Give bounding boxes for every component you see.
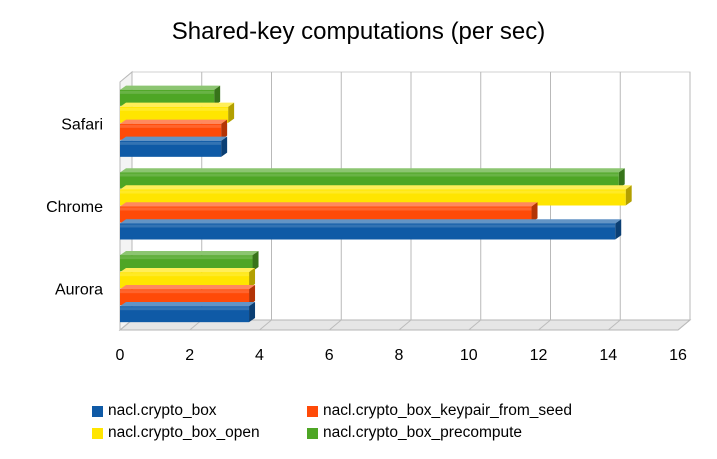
legend-swatch-keypair-from-seed (307, 405, 318, 417)
bar-end-face (221, 136, 228, 157)
bar (120, 119, 228, 140)
x-tick-label: 16 (669, 347, 687, 364)
bar-highlight (120, 273, 250, 277)
bars-layer (120, 85, 632, 323)
x-tick-label: 10 (460, 347, 478, 364)
legend-label-crypto-box-open: nacl.crypto_box_open (108, 424, 260, 441)
x-tick-label: 12 (530, 347, 548, 364)
legend-label-crypto-box: nacl.crypto_box (108, 402, 217, 419)
bar-highlight (120, 224, 616, 228)
bar-end-face (249, 284, 256, 306)
bar (120, 250, 259, 272)
bar (120, 185, 632, 206)
bar-end-face (618, 168, 625, 189)
bar-top-face (120, 185, 632, 190)
floor-gridline (538, 319, 551, 331)
bar-top-face (120, 284, 256, 290)
bar-top-face (120, 202, 538, 207)
floor-gridline (468, 319, 482, 331)
legend-swatch-crypto-box-open (92, 427, 103, 439)
bar-end-face (214, 85, 221, 106)
floor-gridline (259, 319, 272, 331)
bar-highlight (120, 141, 222, 145)
bar-highlight (120, 307, 250, 311)
x-tick-label: 0 (116, 347, 125, 364)
floor-gridline (677, 319, 691, 331)
legend-swatch-crypto-box (92, 405, 103, 417)
bar-highlight (120, 190, 626, 194)
bar-end-face (252, 250, 259, 272)
legend-item-keypair-from-seed: nacl.crypto_box_keypair_from_seed (307, 402, 572, 420)
floor-gridline (607, 319, 621, 331)
bar-highlight (120, 124, 222, 128)
bar-top-face (120, 168, 625, 173)
bar-end-face (249, 301, 256, 323)
bar-top-face (120, 250, 259, 256)
bar-highlight (120, 290, 250, 294)
bar (120, 202, 538, 223)
bar-top-face (120, 267, 256, 273)
bar-top-face (120, 219, 622, 224)
bar (120, 168, 625, 189)
bar-end-face (249, 267, 256, 289)
bar-highlight (120, 256, 253, 260)
bar-end-face (228, 102, 235, 123)
bar-highlight (120, 90, 215, 94)
bar (120, 219, 622, 240)
bar (120, 267, 256, 289)
x-tick-label: 14 (599, 347, 617, 364)
x-tick-label: 6 (325, 347, 334, 364)
bar (120, 85, 221, 106)
bar-top-face (120, 102, 235, 107)
bar (120, 136, 228, 157)
legend-item-crypto-box: nacl.crypto_box (92, 402, 217, 420)
bar-end-face (531, 202, 538, 223)
bar-top-face (120, 119, 228, 124)
legend-item-crypto-box-open: nacl.crypto_box_open (92, 424, 260, 442)
bar-top-face (120, 136, 228, 141)
y-category-label: Aurora (55, 282, 103, 299)
legend-item-precompute: nacl.crypto_box_precompute (307, 424, 522, 442)
bar (120, 102, 235, 123)
x-tick-label: 8 (395, 347, 404, 364)
bar-front-face (120, 255, 253, 272)
chart-title: Shared-key computations (per sec) (171, 18, 546, 45)
bar (120, 301, 256, 323)
bar-end-face (615, 219, 622, 240)
labels-layer: 0 2 4 6 8 10 12 14 16 Safari Chrome Aurora (46, 116, 687, 364)
legend-swatch-precompute (307, 427, 318, 439)
bar (120, 284, 256, 306)
bar-top-face (120, 301, 256, 307)
bar-highlight (120, 107, 229, 111)
floor-gridline (398, 319, 412, 331)
x-tick-label: 2 (185, 347, 194, 364)
legend-label-precompute: nacl.crypto_box_precompute (323, 424, 523, 441)
bar-end-face (625, 185, 632, 206)
floor-gridline (328, 319, 342, 331)
bar-end-face (221, 119, 228, 140)
bar-top-face (120, 85, 221, 90)
y-category-label: Chrome (46, 199, 103, 216)
bar-highlight (120, 173, 619, 177)
x-tick-label: 4 (255, 347, 264, 364)
legend-label-keypair-from-seed: nacl.crypto_box_keypair_from_seed (323, 402, 572, 419)
bar-highlight (120, 207, 532, 211)
y-category-label: Safari (61, 116, 103, 133)
